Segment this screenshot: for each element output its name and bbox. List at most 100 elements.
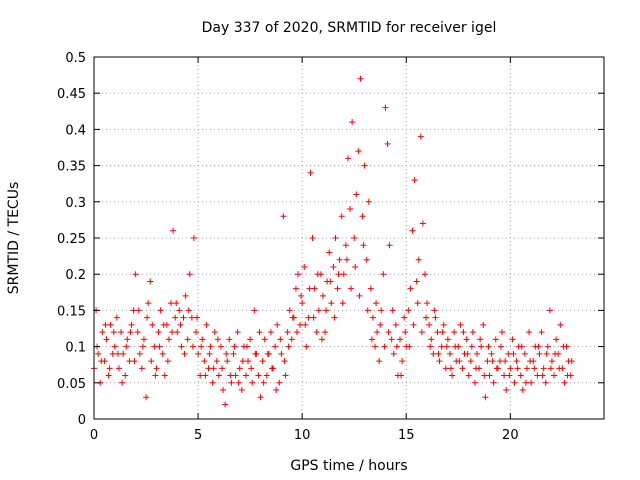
- data-point: [280, 213, 287, 220]
- data-point: [226, 336, 233, 343]
- data-point: [543, 350, 550, 357]
- data-point: [388, 336, 395, 343]
- data-point: [157, 307, 164, 314]
- data-point: [338, 213, 345, 220]
- data-point: [160, 321, 167, 328]
- data-point: [418, 329, 425, 336]
- data-point: [307, 169, 314, 176]
- data-point: [151, 343, 158, 350]
- data-point: [206, 350, 213, 357]
- data-point: [382, 104, 389, 111]
- data-point: [245, 358, 252, 365]
- data-point: [178, 343, 185, 350]
- data-point: [502, 358, 509, 365]
- data-point: [152, 372, 159, 379]
- data-point: [464, 350, 471, 357]
- data-point: [510, 350, 517, 357]
- data-point: [398, 372, 405, 379]
- data-point: [430, 350, 437, 357]
- data-point: [110, 329, 117, 336]
- data-point: [438, 343, 445, 350]
- data-point: [263, 372, 270, 379]
- data-point: [281, 358, 288, 365]
- data-point: [149, 321, 156, 328]
- data-point: [499, 329, 505, 336]
- data-point: [468, 343, 475, 350]
- data-point: [531, 365, 538, 372]
- grid-lines: [94, 57, 604, 419]
- data-point: [210, 365, 217, 372]
- data-point: [484, 358, 491, 365]
- data-point: [164, 358, 171, 365]
- data-point: [311, 285, 318, 292]
- data-point: [236, 365, 243, 372]
- data-point: [242, 372, 249, 379]
- data-point: [436, 358, 443, 365]
- data-point: [386, 242, 393, 249]
- data-point: [182, 292, 189, 299]
- data-point: [348, 285, 355, 292]
- data-point: [506, 372, 513, 379]
- data-point: [414, 300, 421, 307]
- data-point: [267, 329, 274, 336]
- data-point: [355, 148, 362, 155]
- data-point: [443, 343, 450, 350]
- data-point: [109, 350, 116, 357]
- data-point: [310, 314, 317, 321]
- data-point: [344, 155, 351, 162]
- data-point: [542, 379, 549, 386]
- data-point: [276, 379, 283, 386]
- data-point: [435, 350, 442, 357]
- data-point: [415, 256, 422, 263]
- x-axis-title: GPS time / hours: [290, 458, 407, 474]
- data-point: [256, 329, 263, 336]
- data-point: [509, 336, 516, 343]
- data-point: [305, 314, 312, 321]
- data-point: [153, 365, 160, 372]
- data-point: [278, 350, 285, 357]
- data-point: [118, 329, 125, 336]
- data-point: [553, 336, 560, 343]
- x-tick-label: 0: [90, 428, 98, 443]
- data-point: [361, 162, 368, 169]
- data-point: [147, 278, 154, 285]
- data-point: [406, 343, 413, 350]
- data-point: [185, 307, 192, 314]
- data-point: [353, 191, 360, 198]
- data-point: [180, 314, 187, 321]
- data-point: [249, 379, 256, 386]
- y-tick-label: 0.2: [65, 268, 86, 283]
- data-point: [318, 336, 325, 343]
- data-point: [367, 285, 374, 292]
- data-point: [203, 321, 210, 328]
- data-point: [209, 379, 216, 386]
- y-axis-title: SRMTID / TECUs: [6, 182, 22, 295]
- data-point: [540, 365, 547, 372]
- chart-title: Day 337 of 2020, SRMTID for receiver ige…: [202, 20, 497, 36]
- x-axis-ticks: 0 5 10 15 20: [90, 57, 519, 443]
- data-point: [156, 343, 163, 350]
- data-point: [384, 140, 391, 147]
- data-point: [356, 292, 363, 299]
- data-point: [211, 329, 218, 336]
- data-point: [521, 350, 528, 357]
- data-point: [292, 285, 299, 292]
- data-point: [478, 343, 485, 350]
- data-point: [392, 321, 399, 328]
- data-point: [480, 321, 487, 328]
- data-point: [340, 271, 347, 278]
- data-point: [469, 329, 476, 336]
- data-point: [434, 329, 441, 336]
- data-point: [207, 343, 214, 350]
- data-point: [261, 336, 268, 343]
- data-point: [452, 343, 459, 350]
- data-point: [284, 329, 291, 336]
- data-point: [189, 343, 196, 350]
- data-point: [298, 292, 305, 299]
- data-point: [260, 379, 267, 386]
- data-point: [107, 321, 114, 328]
- data-point: [148, 358, 155, 365]
- data-point: [105, 372, 112, 379]
- data-point: [302, 321, 309, 328]
- data-point: [564, 372, 571, 379]
